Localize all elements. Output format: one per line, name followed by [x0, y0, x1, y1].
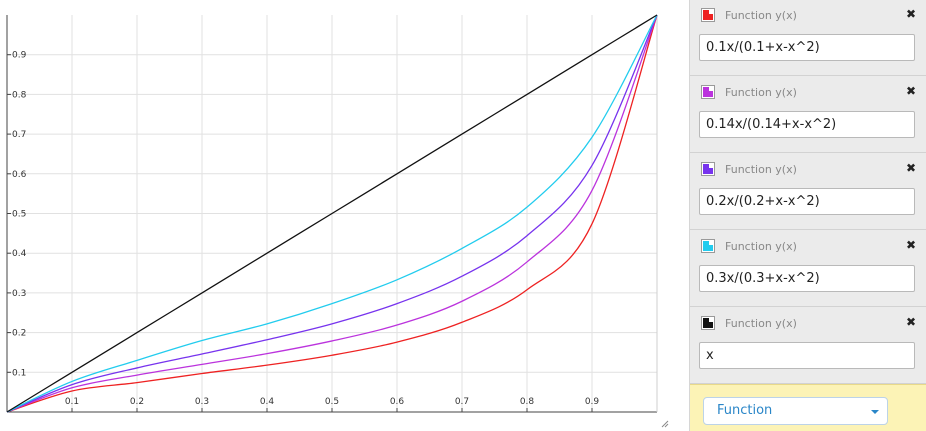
add-function-select-label: Function — [717, 403, 773, 418]
y-tick-label: 0.3 — [12, 289, 26, 299]
swatch-fill — [703, 164, 713, 174]
curve-series-0 — [6, 14, 658, 413]
close-icon[interactable]: ✖ — [906, 7, 917, 21]
x-tick-label: 0.5 — [325, 397, 339, 407]
x-tick-label: 0.4 — [260, 397, 275, 407]
y-tick-label: 0.5 — [12, 210, 26, 220]
color-swatch-icon[interactable] — [701, 316, 715, 330]
swatch-fill — [703, 10, 713, 20]
y-tick-label: 0.2 — [12, 329, 26, 339]
y-tick-label: 0.6 — [12, 170, 27, 180]
function-label: Function y(x) — [725, 86, 797, 99]
curve-series-1 — [6, 14, 658, 413]
resize-grip-icon[interactable] — [661, 420, 669, 428]
y-tick-label: 0.4 — [12, 249, 27, 259]
curve-series-2 — [6, 14, 658, 413]
y-tick-label: 0.9 — [12, 51, 27, 61]
function-panel: Function y(x) ✖ — [690, 77, 926, 153]
plot-area[interactable]: 0.1 0.2 0.3 0.4 0.5 0.6 0.7 0.8 0.9 0.1 0.2 0.3 0.4 0… — [0, 0, 669, 431]
function-expression-input[interactable] — [699, 34, 915, 61]
curve-series-3 — [6, 14, 658, 413]
function-label: Function y(x) — [725, 317, 797, 330]
axis-ticks: 0.1 0.2 0.3 0.4 0.5 0.6 0.7 0.8 0.9 0.1 0.2 0.3 0.4 0… — [7, 51, 599, 412]
function-sidebar: Function y(x) ✖ Function y(x) ✖ Function… — [689, 0, 926, 431]
color-swatch-icon[interactable] — [701, 85, 715, 99]
x-tick-label: 0.1 — [65, 397, 79, 407]
x-tick-label: 0.9 — [585, 397, 600, 407]
close-icon[interactable]: ✖ — [906, 238, 917, 252]
close-icon[interactable]: ✖ — [906, 315, 917, 329]
function-expression-input[interactable] — [699, 111, 915, 138]
function-panel: Function y(x) ✖ — [690, 154, 926, 230]
function-label: Function y(x) — [725, 9, 797, 22]
function-plot[interactable]: 0.1 0.2 0.3 0.4 0.5 0.6 0.7 0.8 0.9 0.1 0.2 0.3 0.4 0… — [0, 0, 668, 431]
function-panel: Function y(x) ✖ — [690, 0, 926, 76]
x-tick-label: 0.2 — [130, 397, 144, 407]
swatch-fill — [703, 87, 713, 97]
function-expression-input[interactable] — [699, 342, 915, 369]
chevron-down-icon[interactable] — [871, 410, 879, 414]
function-expression-input[interactable] — [699, 188, 915, 215]
close-icon[interactable]: ✖ — [906, 84, 917, 98]
swatch-fill — [703, 241, 713, 251]
function-panel: Function y(x) ✖ — [690, 308, 926, 384]
x-tick-label: 0.7 — [455, 397, 469, 407]
x-tick-label: 0.3 — [195, 397, 209, 407]
close-icon[interactable]: ✖ — [906, 161, 917, 175]
x-tick-label: 0.6 — [390, 397, 405, 407]
function-label: Function y(x) — [725, 163, 797, 176]
x-tick-label: 0.8 — [520, 397, 535, 407]
function-panel: Function y(x) ✖ — [690, 231, 926, 307]
add-function-panel: Function — [690, 384, 926, 431]
y-tick-label: 0.7 — [12, 130, 26, 140]
color-swatch-icon[interactable] — [701, 162, 715, 176]
y-tick-label: 0.1 — [12, 368, 26, 378]
swatch-fill — [703, 318, 713, 328]
curves — [6, 14, 658, 413]
add-function-select[interactable]: Function — [703, 397, 888, 425]
color-swatch-icon[interactable] — [701, 239, 715, 253]
function-expression-input[interactable] — [699, 265, 915, 292]
curve-series-4 — [6, 14, 658, 413]
color-swatch-icon[interactable] — [701, 8, 715, 22]
function-label: Function y(x) — [725, 240, 797, 253]
y-tick-label: 0.8 — [12, 90, 27, 100]
